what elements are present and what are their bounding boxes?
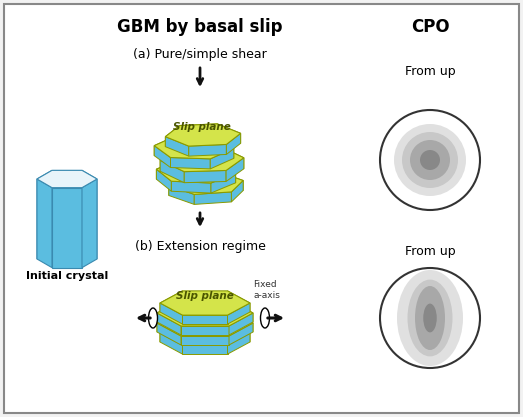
Polygon shape [165, 124, 241, 146]
Polygon shape [229, 313, 253, 335]
Text: (b) Extension regime: (b) Extension regime [134, 240, 266, 253]
Text: Initial crystal: Initial crystal [26, 271, 108, 281]
Polygon shape [183, 321, 228, 330]
Polygon shape [179, 124, 217, 136]
Polygon shape [157, 310, 253, 336]
Polygon shape [211, 173, 235, 193]
Polygon shape [194, 192, 231, 204]
Polygon shape [181, 159, 221, 171]
Polygon shape [160, 291, 183, 312]
Text: Slip plane: Slip plane [173, 122, 231, 132]
Polygon shape [37, 179, 52, 268]
Polygon shape [184, 171, 226, 183]
Polygon shape [154, 135, 178, 156]
Polygon shape [226, 133, 241, 154]
Polygon shape [157, 310, 181, 332]
Polygon shape [52, 188, 82, 268]
Polygon shape [228, 333, 250, 354]
Ellipse shape [397, 270, 463, 366]
Polygon shape [178, 146, 220, 158]
Ellipse shape [402, 132, 458, 188]
Polygon shape [157, 323, 181, 345]
Text: Fixed
a-axis: Fixed a-axis [253, 280, 280, 300]
Polygon shape [154, 146, 170, 168]
Polygon shape [165, 126, 179, 147]
Ellipse shape [415, 286, 445, 350]
Polygon shape [157, 313, 181, 335]
Polygon shape [170, 158, 210, 169]
Ellipse shape [149, 308, 157, 328]
Polygon shape [218, 171, 243, 191]
Polygon shape [157, 300, 181, 322]
Polygon shape [178, 135, 218, 146]
Text: Slip plane: Slip plane [176, 291, 234, 301]
Polygon shape [165, 137, 189, 156]
Polygon shape [217, 124, 241, 143]
Polygon shape [231, 181, 243, 202]
Circle shape [380, 110, 480, 210]
Ellipse shape [420, 150, 440, 170]
Ellipse shape [423, 304, 437, 332]
Ellipse shape [394, 124, 466, 196]
Polygon shape [160, 303, 183, 324]
Polygon shape [228, 321, 250, 342]
Polygon shape [229, 310, 253, 332]
Polygon shape [181, 336, 229, 345]
Polygon shape [218, 136, 234, 158]
Polygon shape [181, 300, 229, 309]
Polygon shape [229, 323, 253, 345]
Polygon shape [157, 300, 253, 326]
Text: From up: From up [405, 65, 456, 78]
Polygon shape [156, 169, 172, 191]
Polygon shape [37, 170, 97, 188]
Polygon shape [183, 291, 228, 300]
Circle shape [380, 268, 480, 368]
Polygon shape [160, 146, 244, 172]
Polygon shape [181, 310, 229, 319]
Polygon shape [228, 303, 250, 324]
Polygon shape [210, 148, 234, 169]
Polygon shape [82, 179, 97, 268]
Polygon shape [160, 160, 184, 183]
Ellipse shape [407, 280, 452, 357]
Text: GBM by basal slip: GBM by basal slip [117, 18, 283, 36]
Polygon shape [183, 315, 228, 324]
Polygon shape [160, 321, 183, 342]
Polygon shape [160, 333, 183, 354]
Ellipse shape [410, 140, 450, 180]
Polygon shape [160, 291, 250, 315]
Polygon shape [82, 170, 97, 259]
Polygon shape [220, 146, 244, 169]
Polygon shape [156, 159, 235, 183]
Text: From up: From up [405, 245, 456, 258]
Ellipse shape [260, 308, 269, 328]
Polygon shape [221, 161, 235, 183]
Polygon shape [169, 186, 194, 204]
Polygon shape [189, 144, 226, 156]
Polygon shape [37, 170, 52, 259]
Polygon shape [52, 170, 82, 250]
Polygon shape [156, 159, 181, 179]
Polygon shape [183, 345, 228, 354]
Text: CPO: CPO [411, 18, 449, 36]
Text: (a) Pure/simple shear: (a) Pure/simple shear [133, 48, 267, 61]
Polygon shape [181, 326, 229, 335]
Polygon shape [160, 148, 178, 171]
Polygon shape [226, 158, 244, 181]
Polygon shape [172, 181, 211, 193]
Polygon shape [228, 291, 250, 312]
Polygon shape [154, 135, 234, 159]
Polygon shape [229, 300, 253, 322]
Polygon shape [160, 321, 250, 345]
Polygon shape [180, 171, 218, 184]
Polygon shape [169, 171, 243, 194]
Polygon shape [169, 174, 180, 196]
